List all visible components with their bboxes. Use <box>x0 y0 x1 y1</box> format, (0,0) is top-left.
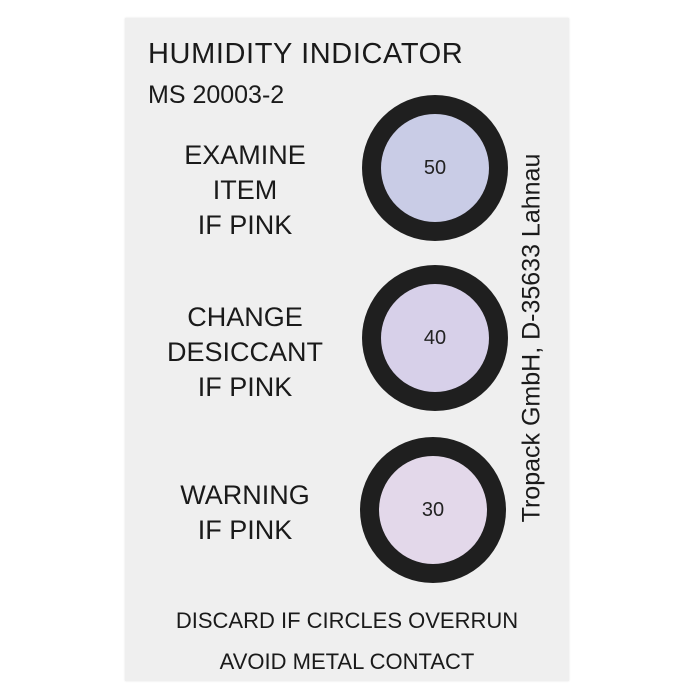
indicator-30-label: WARNING IF PINK <box>140 478 350 548</box>
label-line: CHANGE <box>187 302 303 332</box>
indicator-circle-40: 40 <box>362 265 508 411</box>
label-line: IF PINK <box>197 372 293 402</box>
manufacturer-text: Tropack GmbH, D-35633 Lahnau <box>517 153 546 523</box>
label-line: DESICCANT <box>166 337 323 367</box>
indicator-spot: 30 <box>379 456 487 564</box>
card-title: HUMIDITY INDICATOR <box>148 38 464 70</box>
indicator-40-label: CHANGE DESICCANT IF PINK <box>140 300 350 405</box>
label-line: EXAMINE <box>184 140 306 170</box>
label-line: ITEM <box>212 175 278 205</box>
spec-number: MS 20003-2 <box>148 81 285 109</box>
label-line: IF PINK <box>197 210 293 240</box>
footer-avoid-metal: AVOID METAL CONTACT <box>219 649 475 674</box>
footer-discard: DISCARD IF CIRCLES OVERRUN <box>175 608 519 633</box>
indicator-circle-50: 50 <box>362 95 508 241</box>
indicator-spot: 40 <box>381 284 489 392</box>
indicator-50-label: EXAMINE ITEM IF PINK <box>140 138 350 243</box>
indicator-spot: 50 <box>381 114 489 222</box>
label-line: IF PINK <box>197 515 293 545</box>
label-line: WARNING <box>180 480 310 510</box>
indicator-circle-30: 30 <box>360 437 506 583</box>
